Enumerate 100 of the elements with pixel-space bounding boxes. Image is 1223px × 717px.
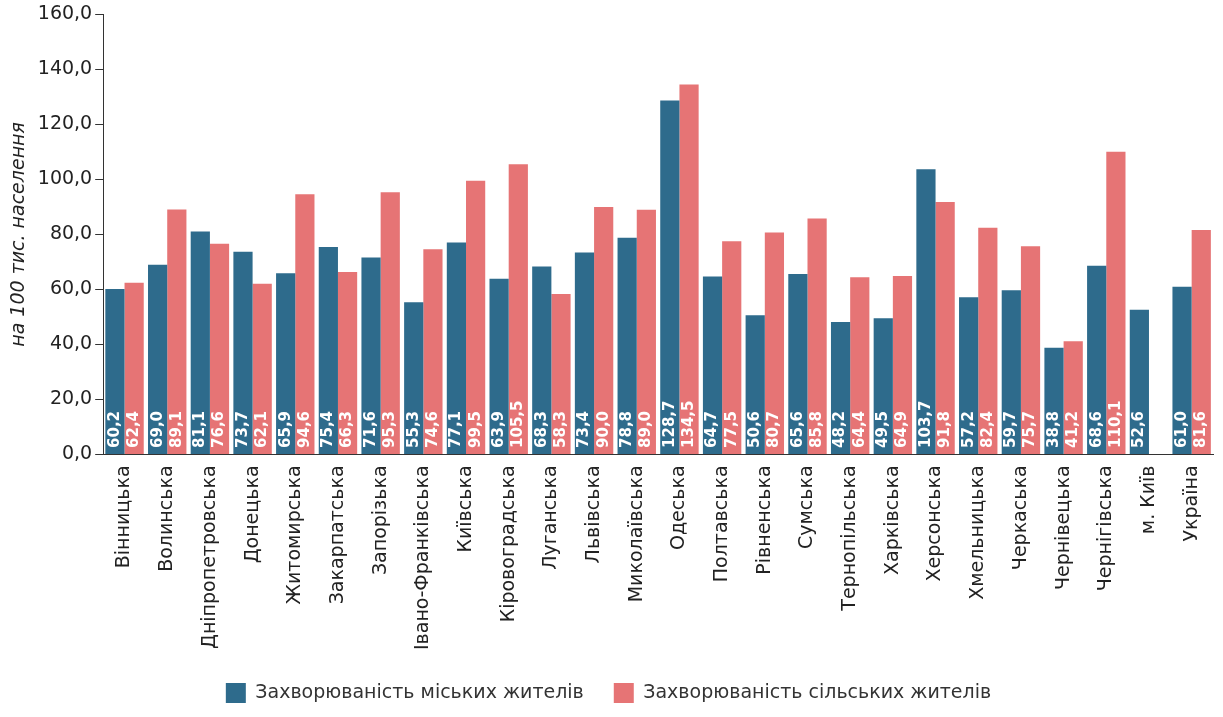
bar (446, 242, 467, 454)
data-label: 52,6 (1129, 410, 1148, 448)
y-tick-label: 140,0 (37, 56, 93, 79)
x-tick-label: Донецька (239, 465, 262, 564)
bar (209, 243, 230, 454)
data-label: 64,9 (892, 410, 911, 448)
data-label: 110,1 (1105, 400, 1124, 448)
y-tick-label: 100,0 (37, 166, 93, 189)
data-label: 65,9 (275, 410, 294, 448)
data-label: 89,1 (166, 410, 185, 448)
data-label: 62,1 (252, 410, 271, 448)
data-label: 128,7 (659, 400, 678, 448)
bar (935, 201, 955, 454)
x-tick-label: Кіровоградська (495, 465, 518, 623)
data-label: 103,7 (915, 400, 934, 448)
data-label: 48,2 (830, 410, 849, 448)
bar (404, 302, 424, 454)
y-tick-label: 120,0 (37, 111, 93, 134)
bar (850, 277, 870, 454)
bar (361, 257, 381, 454)
y-tick-label: 80,0 (49, 221, 93, 244)
x-tick-label: Волинська (154, 465, 177, 572)
data-label: 68,6 (1086, 410, 1105, 448)
x-tick-label: Луганська (538, 465, 561, 570)
data-label: 99,5 (465, 410, 484, 448)
bar (233, 251, 253, 454)
bar (892, 275, 913, 454)
x-tick-label: Херсонська (922, 465, 945, 582)
bar (1172, 286, 1192, 454)
data-label: 85,8 (806, 410, 825, 448)
data-label: 69,0 (147, 410, 166, 448)
bar (167, 209, 187, 454)
data-label: 90,0 (593, 410, 612, 448)
data-label: 94,6 (294, 410, 313, 448)
x-tick-label: Чернігівська (1093, 465, 1116, 592)
bar (702, 276, 723, 454)
bar (764, 232, 785, 454)
data-label: 66,3 (337, 410, 356, 448)
bar (532, 266, 552, 454)
x-tick-label: Чернівецька (1050, 465, 1073, 591)
bar (148, 264, 168, 454)
data-label: 60,2 (104, 410, 123, 448)
bar (617, 237, 637, 454)
data-label: 81,6 (1191, 410, 1210, 448)
x-tick-label: Хмельницька (965, 465, 988, 600)
bar (722, 241, 742, 454)
bar (660, 100, 680, 454)
data-label: 62,4 (124, 410, 143, 448)
data-label: 73,4 (574, 410, 593, 448)
bar (124, 282, 144, 454)
x-tick-label: Львівська (581, 465, 604, 564)
data-label: 68,3 (531, 410, 550, 448)
bar (574, 252, 595, 454)
y-tick-label: 20,0 (49, 386, 93, 409)
bar (594, 206, 614, 454)
y-tick-label: 0,0 (61, 441, 93, 464)
data-label: 80,7 (764, 410, 783, 448)
data-label: 57,2 (958, 410, 977, 448)
bar (380, 192, 400, 454)
bar (807, 218, 827, 454)
data-label: 59,7 (1001, 410, 1020, 448)
data-label: 81,1 (190, 410, 209, 448)
data-label: 134,5 (678, 400, 697, 448)
x-tick-label: Черкаська (1007, 465, 1030, 571)
x-tick-label: Одеська (666, 465, 689, 550)
data-label: 82,4 (977, 410, 996, 448)
bar (466, 180, 486, 454)
bar (190, 231, 210, 454)
bar (679, 84, 699, 454)
x-tick-label: Харківська (879, 465, 902, 575)
data-label: 78,8 (617, 410, 636, 448)
data-label: 38,8 (1043, 410, 1062, 448)
bar (337, 272, 358, 454)
bar (1020, 246, 1041, 454)
bar (959, 297, 979, 454)
bar (295, 194, 315, 454)
data-label: 55,3 (403, 410, 422, 448)
bar (916, 169, 936, 454)
data-label: 75,4 (318, 410, 337, 448)
bar (978, 227, 998, 454)
x-tick-label: Дніпропетровська (196, 465, 219, 649)
x-tick-label: Івано-Франківська (410, 465, 433, 650)
bar (636, 209, 656, 454)
data-label: 41,2 (1063, 410, 1082, 448)
bar (105, 288, 125, 454)
data-label: 58,3 (550, 410, 569, 448)
data-label: 105,5 (508, 400, 527, 448)
data-label: 73,7 (232, 410, 251, 448)
data-label: 95,3 (380, 410, 399, 448)
bar (1087, 265, 1107, 454)
data-label: 75,7 (1020, 410, 1039, 448)
legend-label: Захворюваність сільських жителів (643, 679, 992, 702)
bar (423, 249, 443, 454)
x-tick-label: Миколаївська (623, 465, 646, 603)
x-tick-label: Тернопільська (837, 465, 860, 612)
y-axis-title: на 100 тис. населення (6, 122, 29, 347)
x-tick-label: Сумська (794, 465, 817, 550)
x-tick-label: Полтавська (709, 465, 732, 583)
data-label: 89,0 (636, 410, 655, 448)
x-tick-label: Закарпатська (324, 465, 347, 605)
